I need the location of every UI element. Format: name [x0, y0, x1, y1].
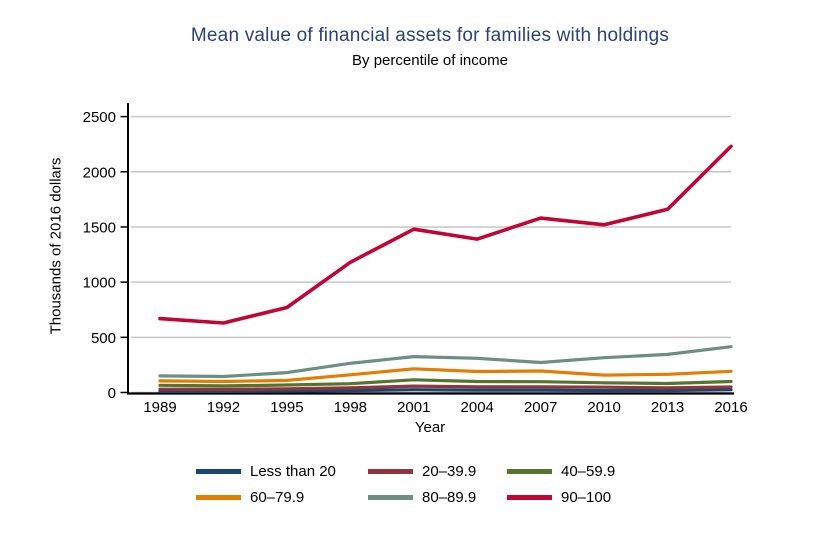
x-tick-label: 2016	[714, 399, 748, 416]
grid-layer	[131, 115, 731, 394]
legend-item-80-89-9: 80–89.9	[368, 488, 477, 506]
legend-label: 90–100	[561, 488, 612, 506]
legend-label: 80–89.9	[422, 488, 477, 506]
series-line-40-59-9	[158, 378, 733, 388]
legend-swatch	[507, 494, 552, 500]
legend-swatch	[196, 468, 241, 474]
x-tick-label: 1989	[143, 399, 177, 416]
x-tick-label: 2001	[397, 399, 431, 416]
legend-label: Less than 20	[250, 462, 336, 480]
series-line-80-89-9	[158, 345, 733, 379]
legend-label: 60–79.9	[250, 488, 305, 506]
y-tick-label: 2000	[83, 164, 116, 181]
legend-swatch	[368, 468, 413, 474]
legend-label: 40–59.9	[561, 462, 616, 480]
x-axis-title: Year	[414, 419, 446, 436]
series-layer	[158, 144, 733, 393]
series-line-20-39-9	[158, 384, 733, 391]
y-tick-label: 500	[91, 330, 116, 347]
legend-item-less-than-20: Less than 20	[196, 462, 336, 480]
legend-item-60-79-9: 60–79.9	[196, 488, 305, 506]
legend-item-90-100: 90–100	[507, 488, 612, 506]
series-line-60-79-9	[158, 367, 733, 384]
legend-swatch	[507, 468, 552, 474]
legend-label: 20–39.9	[422, 462, 477, 480]
x-tick-label: 2010	[587, 399, 621, 416]
y-tick-label: 1500	[83, 219, 116, 236]
x-tick-label: 1995	[270, 399, 304, 416]
legend-item-20-39-9: 20–39.9	[368, 462, 477, 480]
x-tick-label: 2013	[650, 399, 685, 416]
axis-layer	[120, 103, 734, 395]
series-line-less-than-20	[158, 388, 733, 393]
x-tick-label: 2007	[523, 399, 558, 416]
y-tick-label: 0	[108, 385, 116, 402]
legend-swatch	[196, 494, 241, 500]
legend-item-40-59-9: 40–59.9	[507, 462, 616, 480]
y-tick-label: 1000	[83, 275, 116, 292]
series-line-90-100	[158, 144, 733, 325]
y-tick-label-layer: 0 500 1000 1500 2000 2500	[83, 109, 116, 402]
chart-subtitle: By percentile of income	[352, 52, 508, 69]
legend-swatch	[368, 494, 413, 500]
chart-title: Mean value of financial assets for famil…	[190, 25, 670, 46]
x-tick-label: 1992	[206, 399, 241, 416]
x-tick-label: 1998	[333, 399, 368, 416]
x-tick-label: 2004	[460, 399, 494, 416]
y-tick-label: 2500	[83, 109, 116, 126]
